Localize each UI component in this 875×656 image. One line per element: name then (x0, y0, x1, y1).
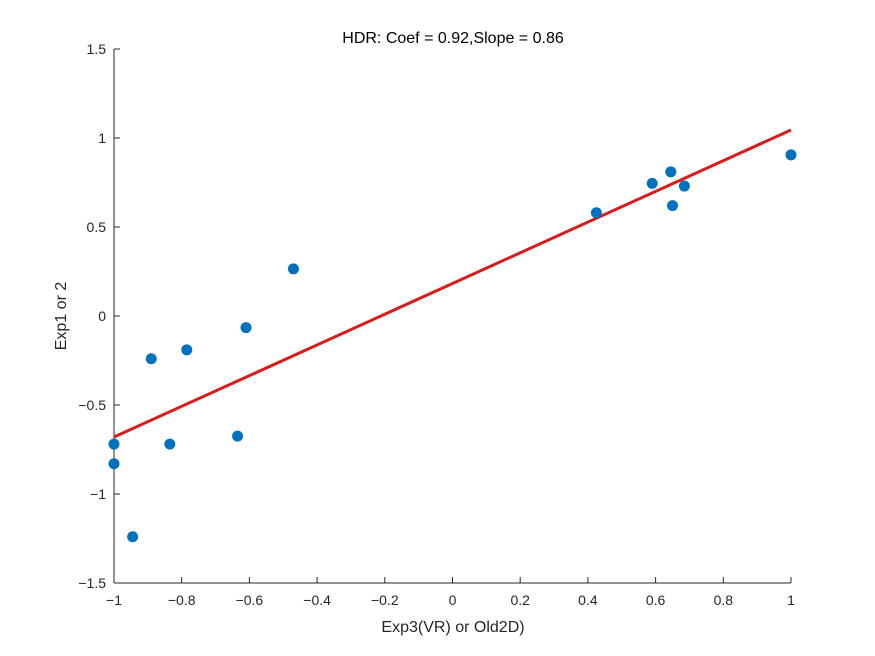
y-axis-label: Exp1 or 2 (53, 282, 70, 351)
y-tick-label: 1 (98, 130, 106, 146)
data-point (287, 263, 299, 275)
x-tick-label: −0.2 (371, 592, 399, 608)
x-tick-label: 1 (787, 592, 795, 608)
data-point (646, 177, 658, 189)
data-point (145, 353, 157, 365)
x-axis-label: Exp3(VR) or Old2D) (381, 619, 524, 636)
data-points (108, 149, 797, 543)
data-point (108, 438, 120, 450)
x-tick-label: 0.8 (714, 592, 734, 608)
x-tick-label: −1 (106, 592, 122, 608)
data-point (164, 438, 176, 450)
x-tick-label: −0.4 (303, 592, 331, 608)
chart-title: HDR: Coef = 0.92,Slope = 0.86 (342, 30, 564, 47)
y-tick-label: 0 (98, 308, 106, 324)
x-tick-label: −0.6 (236, 592, 264, 608)
y-tick-label: −1 (90, 486, 106, 502)
data-point (785, 149, 797, 161)
data-point (232, 430, 244, 442)
y-tick-label: −0.5 (78, 397, 106, 413)
data-point (667, 200, 679, 212)
fit-line (113, 128, 792, 439)
y-tick-label: 0.5 (87, 219, 107, 235)
data-point (665, 166, 677, 178)
x-tick-label: −0.8 (168, 592, 196, 608)
x-tick-label: 0.6 (646, 592, 666, 608)
data-point (108, 458, 120, 470)
x-tick-label: 0.4 (578, 592, 598, 608)
data-point (240, 322, 252, 334)
x-tick-label: 0 (449, 592, 457, 608)
y-tick-label: −1.5 (78, 575, 106, 591)
data-point (678, 180, 690, 192)
data-point (181, 344, 193, 356)
y-tick-label: 1.5 (87, 41, 107, 57)
data-point (590, 207, 602, 219)
fit-line-group (113, 128, 792, 439)
x-tick-label: 0.2 (510, 592, 530, 608)
data-point (127, 531, 139, 543)
axes: −1 −0.8 −0.6 −0.4 −0.2 0 0.2 0.4 0.6 0.8 1−1.5−1−0… (78, 41, 795, 608)
